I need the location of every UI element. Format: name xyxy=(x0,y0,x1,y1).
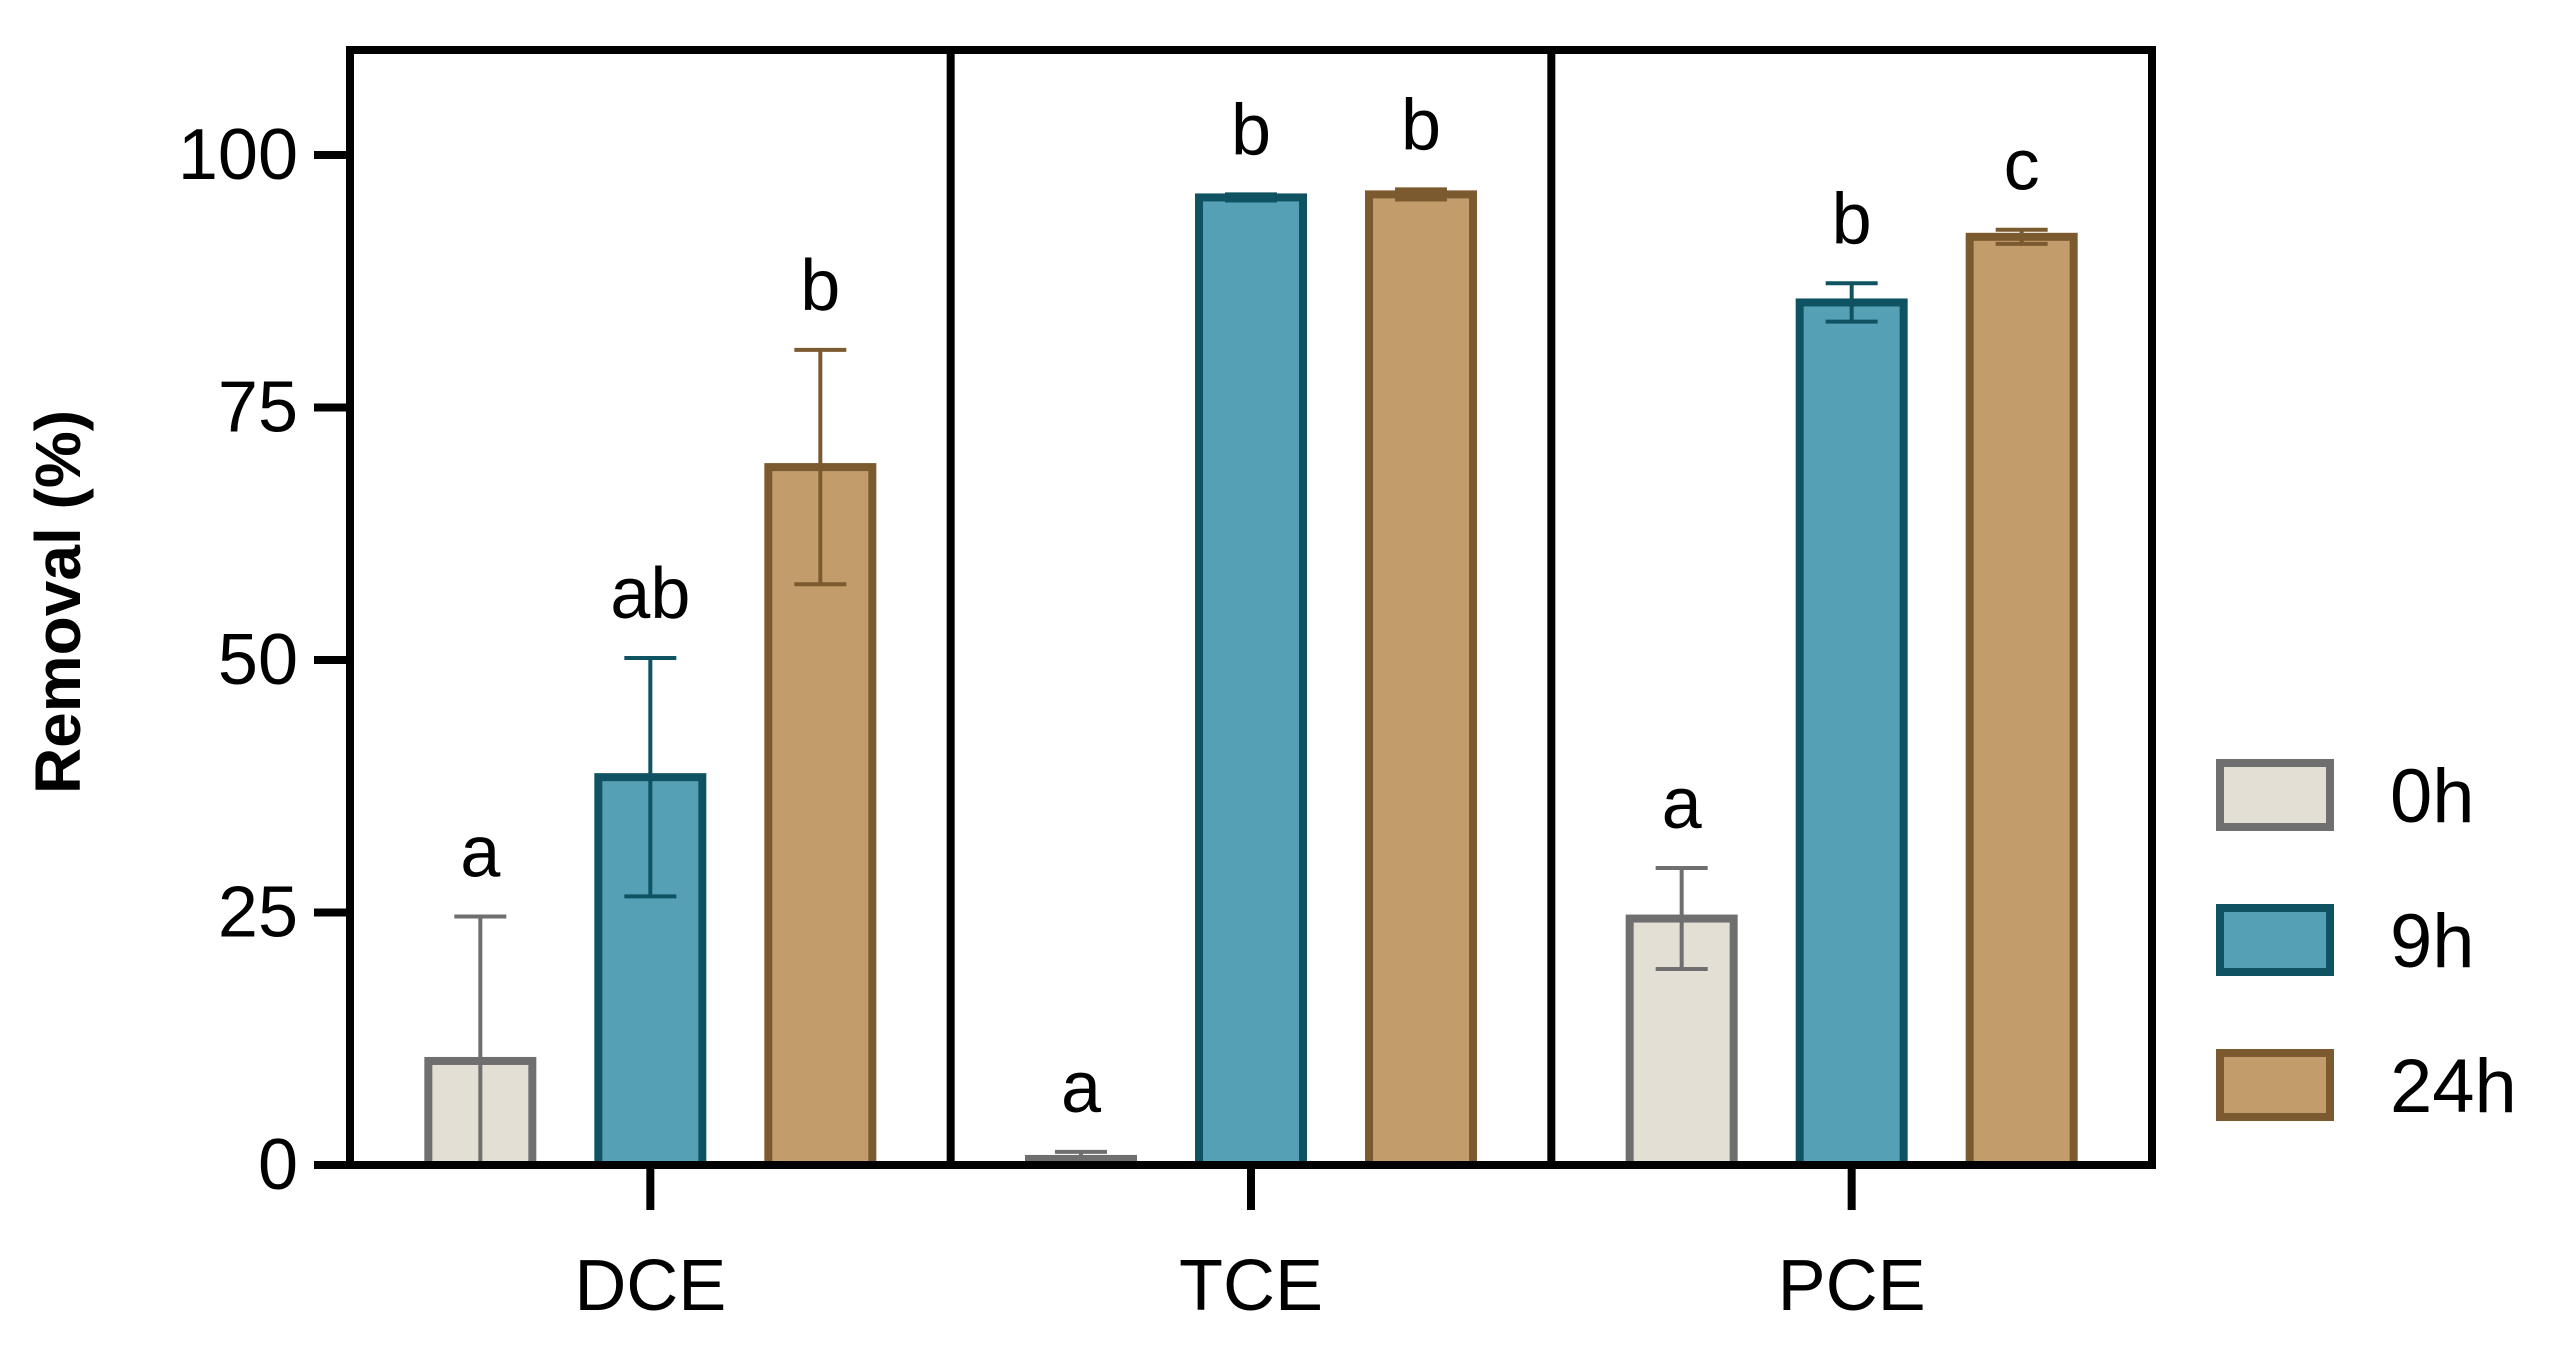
bar-tce-24h xyxy=(1365,190,1477,1169)
x-tick-label-tce: TCE xyxy=(1179,1246,1323,1326)
y-tick-label: 25 xyxy=(218,873,298,953)
error-bar-tce-24h xyxy=(1395,187,1447,202)
letter-tce-24h: b xyxy=(1401,85,1441,165)
letter-pce-0h: a xyxy=(1662,764,1703,844)
error-bar-pce-0h xyxy=(1655,866,1708,972)
letter-dce-0h: a xyxy=(460,813,501,893)
legend-swatch xyxy=(2216,904,2334,976)
letter-tce-9h: b xyxy=(1231,90,1271,170)
error-bar-pce-24h xyxy=(1995,227,2048,246)
letter-dce-24h: b xyxy=(800,246,840,326)
letter-dce-9h: ab xyxy=(610,554,690,634)
error-bar-tce-9h xyxy=(1225,192,1277,203)
bar-pce-9h xyxy=(1795,298,1908,1169)
legend-label: 24h xyxy=(2390,1044,2517,1129)
legend-item-24h: 24h xyxy=(2216,1044,2517,1129)
bar-pce-24h xyxy=(1965,232,2078,1169)
x-axis: DCE TCE PCE xyxy=(574,1165,1926,1326)
legend-swatch xyxy=(2216,759,2334,831)
y-tick-label: 75 xyxy=(218,368,298,448)
legend-item-9h: 9h xyxy=(2216,899,2475,984)
x-tick-label-pce: PCE xyxy=(1778,1246,1926,1326)
letter-pce-9h: b xyxy=(1832,179,1872,259)
y-tick-label: 50 xyxy=(218,620,298,700)
error-bar-pce-9h xyxy=(1825,281,1878,324)
y-axis-label: Removal (%) xyxy=(22,410,94,794)
bar-tce-9h xyxy=(1195,193,1307,1170)
legend: 0h 9h 24h xyxy=(2216,754,2517,1129)
y-tick-label: 0 xyxy=(258,1125,298,1205)
y-tick-label: 100 xyxy=(178,115,298,195)
letter-pce-24h: c xyxy=(2004,126,2040,206)
legend-swatch xyxy=(2216,1049,2334,1121)
error-bar-dce-24h xyxy=(794,347,847,587)
x-tick-label-dce: DCE xyxy=(574,1246,726,1326)
legend-item-0h: 0h xyxy=(2216,754,2475,839)
legend-label: 0h xyxy=(2390,754,2475,839)
y-axis: Removal (%) 0 25 50 75 100 xyxy=(22,115,350,1205)
error-bar-dce-9h xyxy=(624,655,677,899)
bars-layer xyxy=(424,190,2078,1170)
legend-label: 9h xyxy=(2390,899,2475,984)
letter-tce-0h: a xyxy=(1061,1048,1102,1128)
